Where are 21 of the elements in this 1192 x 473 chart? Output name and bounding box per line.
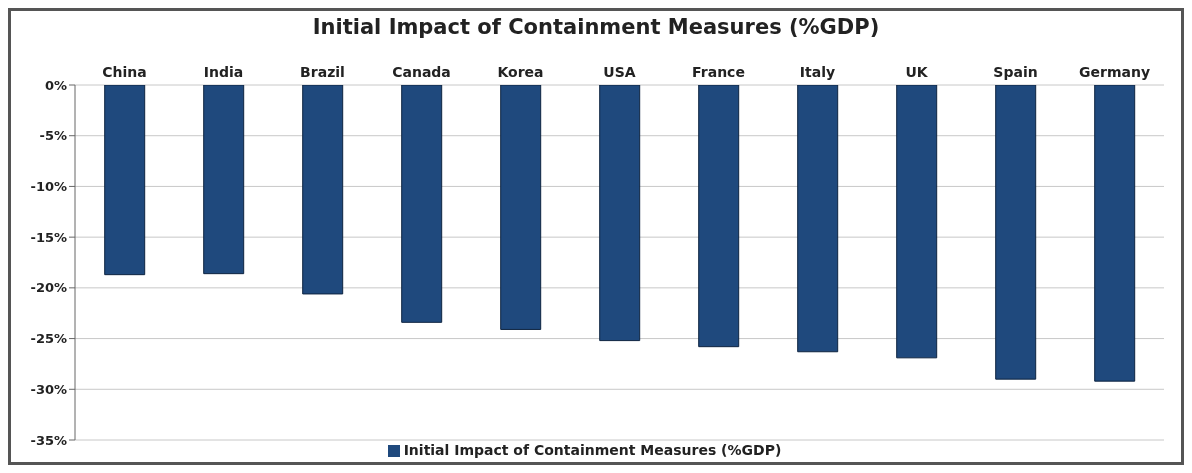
y-tick-label: -20%: [30, 280, 67, 296]
x-tick-label: USA: [603, 64, 636, 80]
x-tick-label: UK: [905, 64, 929, 80]
x-tick-label: France: [692, 64, 745, 80]
y-tick-label: -35%: [30, 432, 67, 448]
y-tick-label: -15%: [30, 229, 67, 245]
x-tick-label: India: [203, 64, 244, 80]
x-tick-label: Canada: [392, 64, 451, 80]
legend-label: Initial Impact of Containment Measures (%GDP): [403, 442, 782, 458]
x-tick-label: Italy: [799, 64, 836, 80]
x-tick-label: China: [102, 64, 147, 80]
y-tick-label: -5%: [39, 128, 67, 144]
x-tick-label: Germany: [1078, 64, 1151, 80]
x-tick-label: Korea: [497, 64, 544, 80]
x-tick-label: Brazil: [300, 64, 345, 80]
x-tick-label: Spain: [993, 64, 1038, 80]
y-tick-label: -25%: [30, 331, 67, 347]
chart-title: Initial Impact of Containment Measures (%GDP): [311, 15, 881, 41]
y-tick-label: 0%: [44, 77, 67, 93]
y-tick-label: -10%: [30, 179, 67, 195]
y-tick-label: -30%: [30, 381, 67, 397]
